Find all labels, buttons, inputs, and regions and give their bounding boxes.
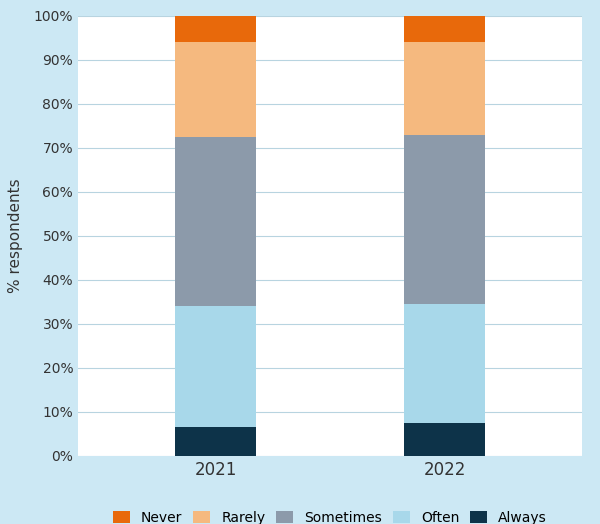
Bar: [175, 427, 256, 456]
Bar: [404, 16, 485, 42]
Bar: [175, 137, 256, 306]
Bar: [404, 423, 485, 456]
Bar: [175, 306, 256, 427]
Bar: [175, 42, 256, 137]
Bar: [404, 135, 485, 304]
Bar: [404, 304, 485, 423]
Bar: [404, 42, 485, 135]
Bar: [175, 16, 256, 42]
Legend: Never, Rarely, Sometimes, Often, Always: Never, Rarely, Sometimes, Often, Always: [109, 507, 551, 524]
Y-axis label: % respondents: % respondents: [8, 179, 23, 293]
